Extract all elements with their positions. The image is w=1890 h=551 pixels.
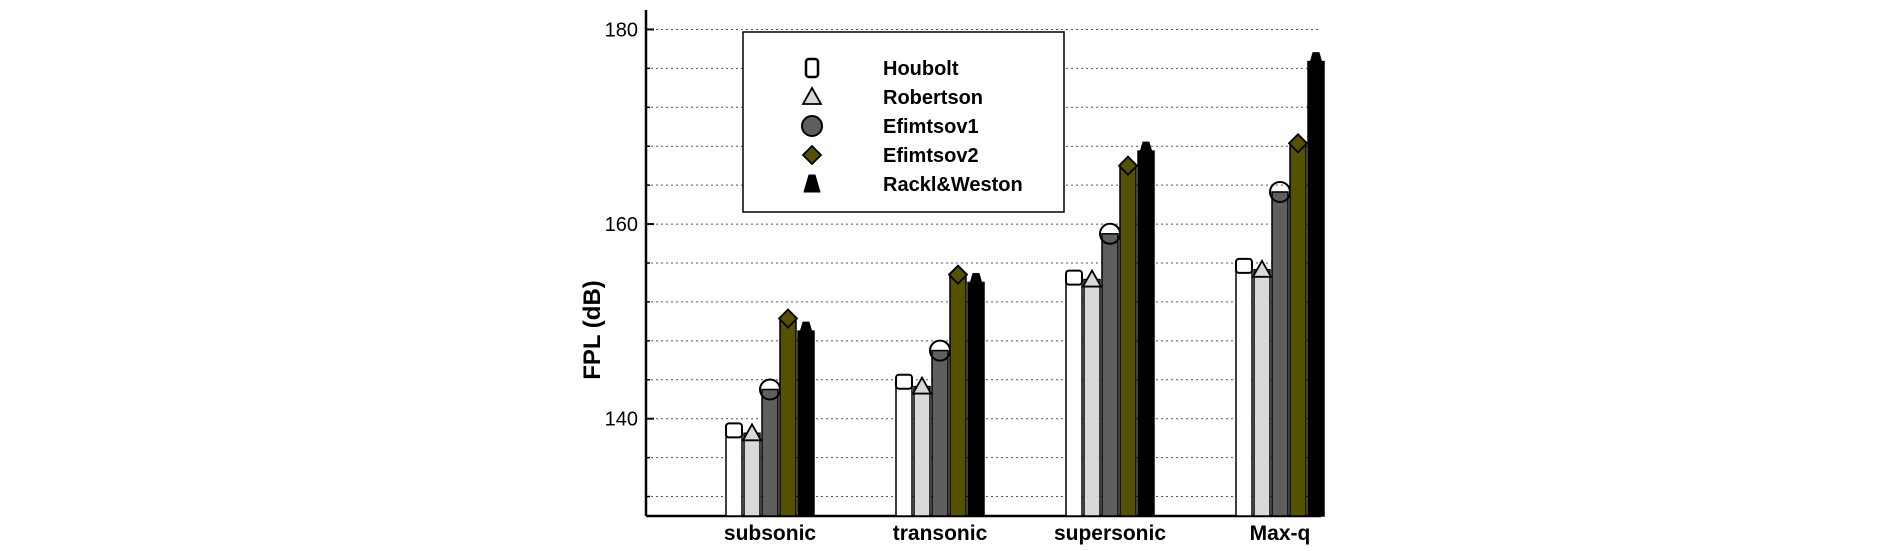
legend-label: Efimtsov1 bbox=[883, 116, 979, 138]
bar-marker bbox=[777, 308, 799, 329]
bars bbox=[725, 52, 1325, 517]
x-category-label: supersonic bbox=[1054, 522, 1166, 545]
y-tick-label: 180 bbox=[605, 19, 638, 41]
bar-marker bbox=[967, 272, 985, 291]
bar-marker bbox=[895, 373, 913, 390]
bar-efimtsov2-subsonic bbox=[779, 317, 797, 517]
bar-houbolt-max-q bbox=[1235, 265, 1253, 517]
bar-marker bbox=[947, 264, 969, 285]
bar-robertson-transonic bbox=[913, 385, 931, 517]
labels: FPL (dB) 140 160 180 subsonic transonic super… bbox=[579, 19, 1310, 545]
legend-label: Houbolt bbox=[883, 58, 959, 80]
bar-houbolt-transonic bbox=[895, 380, 913, 517]
legend-box bbox=[742, 31, 1065, 213]
bar-marker bbox=[1287, 133, 1309, 154]
legend-label: Efimtsov2 bbox=[883, 145, 979, 167]
bar-efimtsov1-transonic bbox=[931, 349, 949, 517]
bar-rackl-weston-supersonic bbox=[1137, 150, 1155, 517]
bar-marker bbox=[1307, 52, 1325, 71]
legend-marker bbox=[803, 174, 821, 193]
legend: Houbolt Robertson Efimtsov1 Efimtsov2 Rackl&… bbox=[742, 31, 1065, 213]
bar-robertson-subsonic bbox=[743, 432, 761, 517]
bar-marker bbox=[797, 321, 815, 340]
bar-marker bbox=[911, 375, 933, 395]
legend-label: Robertson bbox=[883, 87, 983, 109]
bar-rackl-weston-subsonic bbox=[797, 330, 815, 517]
y-tick-label: 160 bbox=[605, 214, 638, 236]
bar-marker bbox=[1081, 268, 1103, 288]
bar-marker bbox=[725, 422, 743, 439]
bar-efimtsov1-max-q bbox=[1271, 191, 1289, 517]
bar-marker bbox=[1235, 257, 1253, 274]
legend-marker bbox=[801, 86, 823, 105]
legend-label: Rackl&Weston bbox=[883, 174, 1023, 196]
bar-marker bbox=[1117, 155, 1139, 176]
y-axis-label: FPL (dB) bbox=[579, 280, 606, 380]
bar-efimtsov1-supersonic bbox=[1101, 233, 1119, 517]
y-tick-label: 140 bbox=[605, 409, 638, 431]
bar-efimtsov1-subsonic bbox=[761, 388, 779, 517]
legend-marker bbox=[801, 144, 823, 166]
x-category-label: transonic bbox=[893, 522, 988, 545]
bar-efimtsov2-max-q bbox=[1289, 142, 1307, 517]
bar-marker bbox=[1251, 258, 1273, 278]
bar-rackl-weston-transonic bbox=[967, 281, 985, 517]
bar-marker bbox=[1065, 269, 1083, 286]
bar-efimtsov2-supersonic bbox=[1119, 164, 1137, 517]
bar-houbolt-subsonic bbox=[725, 429, 743, 517]
legend-marker bbox=[801, 115, 823, 137]
bar-marker bbox=[741, 422, 763, 442]
bar-robertson-max-q bbox=[1253, 269, 1271, 517]
bar-houbolt-supersonic bbox=[1065, 276, 1083, 517]
bar-robertson-supersonic bbox=[1083, 278, 1101, 517]
legend-marker bbox=[804, 57, 820, 79]
x-category-label: Max-q bbox=[1250, 522, 1311, 545]
x-category-label: subsonic bbox=[724, 522, 817, 545]
bar-efimtsov2-transonic bbox=[949, 273, 967, 517]
bar-marker bbox=[1137, 141, 1155, 160]
bar-rackl-weston-max-q bbox=[1307, 60, 1325, 517]
